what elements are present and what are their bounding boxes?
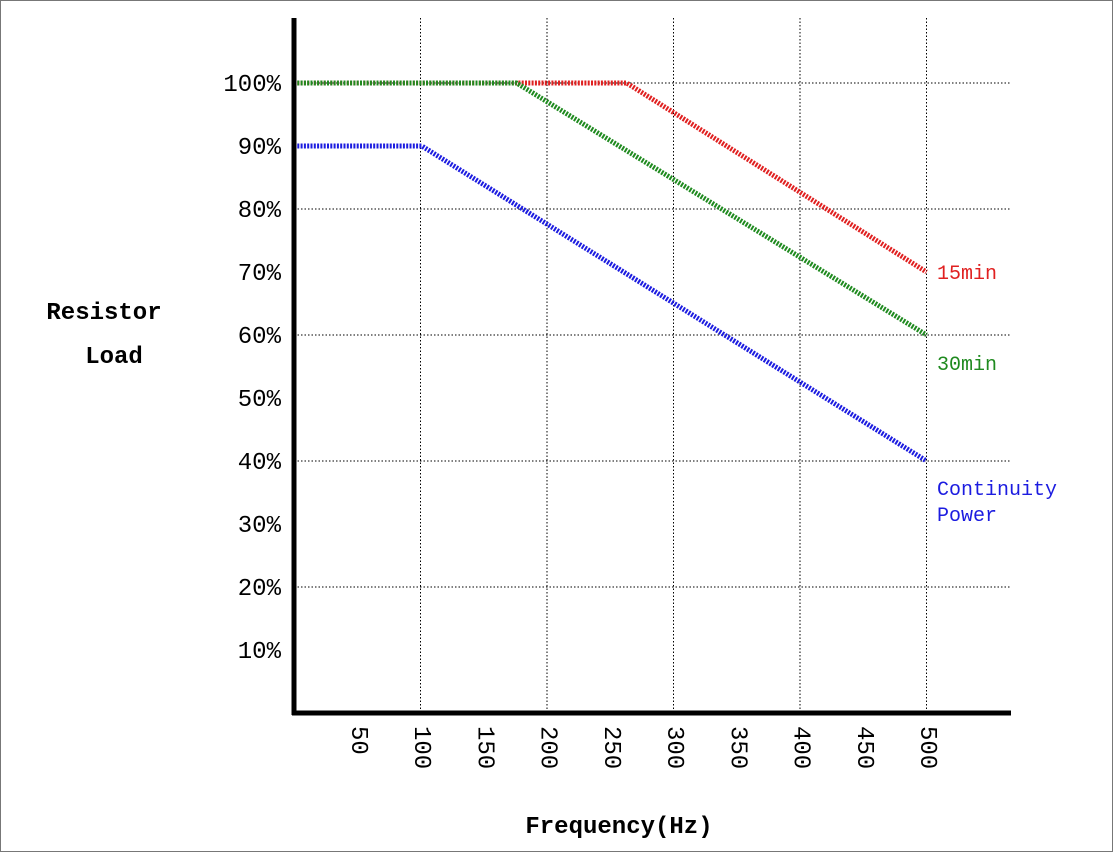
y-tick-label: 10% [238, 639, 282, 666]
x-tick-labels: 50 100 150 200 250 300 350 400 450 500 [344, 726, 940, 769]
x-tick-label: 250 [597, 726, 624, 769]
series-line [294, 80, 928, 338]
y-tick-label: 80% [238, 198, 282, 225]
x-tick-label: 300 [660, 726, 687, 769]
series-line [294, 143, 928, 464]
y-tick-labels: 10% 20% 30% 40% 50% 60% 70% 80% 90% 100% [223, 72, 281, 666]
x-tick-label: 50 [344, 726, 371, 755]
gridlines [294, 18, 1011, 713]
y-tick-label: 100% [223, 72, 281, 99]
x-tick-label: 100 [407, 726, 434, 769]
x-tick-label: 400 [787, 726, 814, 769]
y-axis-title-line-2: Load [85, 344, 143, 371]
series-label: Continuity [937, 479, 1057, 502]
x-axis-title: Frequency(Hz) [525, 814, 712, 841]
x-tick-label: 450 [850, 726, 877, 769]
y-tick-label: 20% [238, 576, 282, 603]
series-label: 30min [937, 354, 997, 377]
y-tick-label: 50% [238, 387, 282, 414]
series-label: 15min [937, 263, 997, 286]
y-tick-label: 90% [238, 135, 282, 162]
y-tick-label: 60% [238, 324, 282, 351]
x-tick-label: 350 [723, 726, 750, 769]
x-tick-label: 500 [913, 726, 940, 769]
y-tick-label: 30% [238, 513, 282, 540]
series-line [294, 80, 928, 275]
x-tick-label: 200 [534, 726, 561, 769]
axes [291, 18, 1011, 716]
x-tick-label: 150 [470, 726, 497, 769]
series-lines [294, 80, 928, 464]
y-tick-label: 40% [238, 450, 282, 477]
series-label: Power [937, 505, 997, 528]
y-tick-label: 70% [238, 261, 282, 288]
y-axis-title-line-1: Resistor [46, 300, 161, 327]
series-labels: 15min 30min Continuity Power [937, 263, 1057, 528]
